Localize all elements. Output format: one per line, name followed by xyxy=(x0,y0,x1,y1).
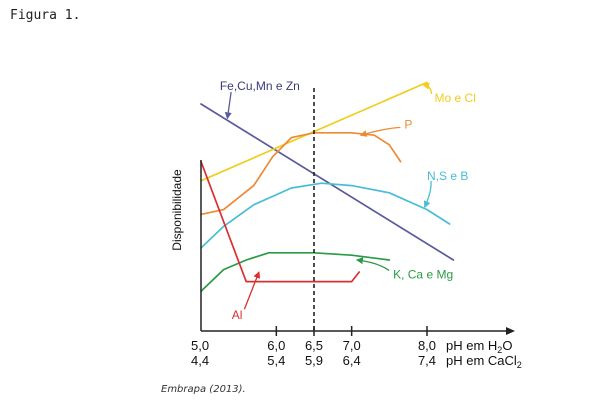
x-label-h2o-end: O xyxy=(502,338,512,353)
series-line-n-s-e-b xyxy=(200,182,451,249)
annotation-arrow-fe-cu-mn-e-zn xyxy=(224,91,232,120)
x-tick-label-cacl2-5-9: 5,9 xyxy=(305,353,323,368)
x-axis-label-h2o: pH em H2O xyxy=(446,338,512,355)
x-tick-label-cacl2-4-4: 4,4 xyxy=(191,353,209,368)
series-line-fe-cu-mn-e-zn xyxy=(200,103,455,261)
annotation-label-k-ca-e-mg: K, Ca e Mg xyxy=(393,267,453,281)
annotation-arrow-p xyxy=(359,126,401,137)
x-label-cacl2-sub: 2 xyxy=(517,360,522,370)
figure-label: Figura 1. xyxy=(10,8,81,23)
x-axis-arrow-icon xyxy=(506,327,515,335)
series-line-k-ca-e-mg xyxy=(200,251,391,293)
x-tick-label-h2o-6-5: 6,5 xyxy=(305,338,323,353)
x-tick-label-h2o-6-0: 6,0 xyxy=(267,338,285,353)
series-layer xyxy=(200,81,455,293)
annotation-label-n-s-e-b: N,S e B xyxy=(427,169,468,183)
x-label-cacl2-text: pH em CaCl xyxy=(446,353,517,368)
x-label-h2o-sub: 2 xyxy=(497,345,502,355)
annotation-arrow-n-s-e-b xyxy=(423,180,432,209)
annotation-label-fe-cu-mn-e-zn: Fe,Cu,Mn e Zn xyxy=(220,79,300,93)
annotation-label-p: P xyxy=(404,117,412,131)
annotation-arrow-al xyxy=(243,271,261,310)
x-axis-label-cacl2: pH em CaCl2 xyxy=(446,353,522,370)
x-tick-label-h2o-7-0: 7,0 xyxy=(343,338,361,353)
x-tick-label-h2o-8-0: 8,0 xyxy=(418,338,436,353)
x-tick-label-cacl2-5-4: 5,4 xyxy=(267,353,285,368)
annotation-arrow-mo-e-cl xyxy=(422,82,433,95)
y-axis-label: Disponibilidade xyxy=(170,169,184,251)
x-tick-label-cacl2-6-4: 6,4 xyxy=(343,353,361,368)
annotation-arrow-k-ca-e-mg xyxy=(355,257,390,271)
tick-layer: 5,04,4 6,05,4 6,55,9 7,06,4 8,07,4 xyxy=(191,326,436,368)
annotation-layer: Fe,Cu,Mn e Zn Mo e Cl P N,S e B K, Ca e Mg Al xyxy=(220,79,476,322)
series-line-al xyxy=(200,160,361,283)
axis-layer: Disponibilidade pH em H2O pH em CaCl2 xyxy=(170,88,522,370)
annotation-label-al: Al xyxy=(232,308,243,322)
source-caption: Embrapa (2013). xyxy=(161,384,246,395)
series-line-p xyxy=(200,131,402,216)
x-label-h2o-text: pH em H xyxy=(446,338,497,353)
annotation-label-mo-e-cl: Mo e Cl xyxy=(435,91,476,105)
x-tick-label-h2o-5-0: 5,0 xyxy=(191,338,209,353)
x-tick-label-cacl2-7-4: 7,4 xyxy=(418,353,436,368)
